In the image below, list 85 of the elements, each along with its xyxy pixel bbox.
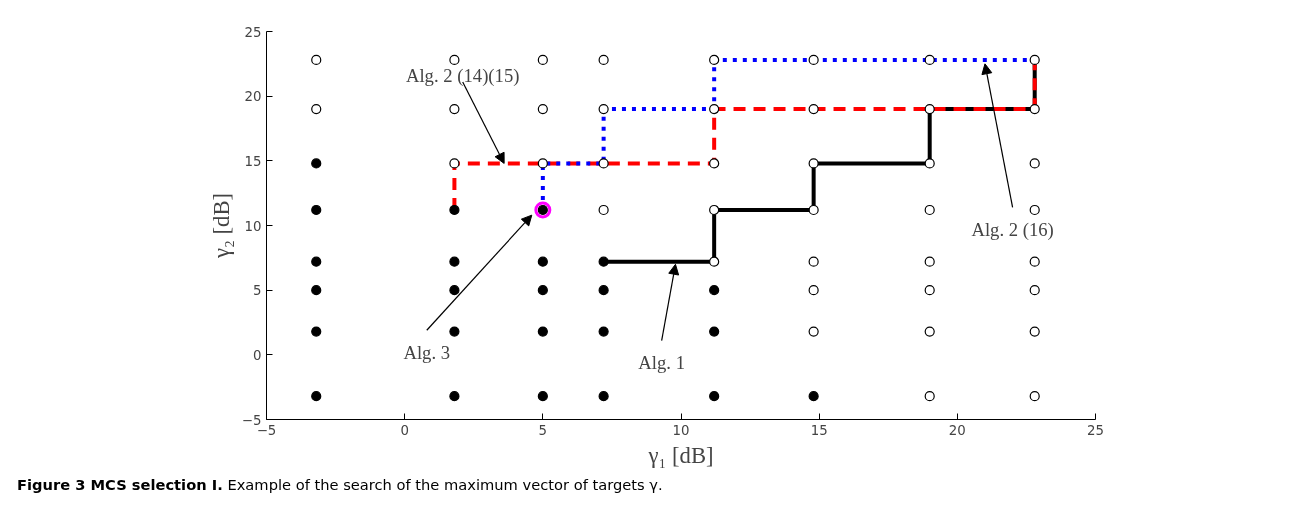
- point: [311, 326, 322, 337]
- text: Example of the search of the maximum vector of targets γ.: [227, 476, 663, 493]
- point: [449, 158, 460, 169]
- point: [598, 158, 609, 169]
- point: [1029, 204, 1040, 216]
- point: [537, 326, 548, 337]
- point: [808, 54, 819, 66]
- point: [924, 204, 935, 216]
- point: [1029, 285, 1040, 296]
- point: [709, 54, 720, 66]
- y-tick-label: 10: [244, 218, 262, 234]
- y-tick-label: 25: [244, 24, 262, 40]
- annotation: Alg. 2 (16): [971, 219, 1054, 242]
- point: [449, 204, 460, 216]
- point: [311, 391, 322, 402]
- point: [808, 391, 819, 402]
- y-tick-label: 15: [244, 153, 262, 169]
- point: [537, 285, 548, 296]
- point: [709, 104, 720, 115]
- x-tick-label: 25: [1087, 422, 1104, 438]
- y-tick-label: −5: [241, 412, 262, 428]
- x-tick-label: 10: [672, 422, 690, 438]
- point: [709, 204, 720, 216]
- point: [311, 104, 322, 115]
- point: [311, 256, 322, 267]
- point: [924, 104, 935, 115]
- caption: Figure 3 MCS selection I.: [17, 476, 223, 493]
- point: [598, 204, 609, 216]
- point: [537, 391, 548, 402]
- point: [808, 104, 819, 115]
- point: [808, 326, 819, 337]
- annotation: Alg. 3: [403, 341, 451, 363]
- point: [1029, 256, 1040, 267]
- x-tick-label: 5: [538, 422, 548, 438]
- point: [598, 326, 609, 337]
- point: [537, 54, 548, 66]
- point: [808, 256, 819, 267]
- point: [1029, 326, 1040, 337]
- point: [924, 285, 935, 296]
- point: [924, 54, 935, 66]
- point: [449, 326, 460, 337]
- y-axis-title: γ₂ [dB]: [208, 192, 234, 260]
- point: [1029, 104, 1040, 115]
- y-tick-label: 20: [244, 89, 262, 105]
- x-tick-label: 20: [948, 422, 966, 438]
- point: [449, 391, 460, 402]
- point: [449, 285, 460, 296]
- point: [1029, 391, 1040, 402]
- point: [598, 391, 609, 402]
- point: [311, 285, 322, 296]
- x-axis-title: γ₁ [dB]: [647, 442, 714, 468]
- point: [808, 285, 819, 296]
- point: [534, 201, 552, 219]
- point: [598, 285, 609, 296]
- point: [924, 326, 935, 337]
- point: [311, 158, 322, 169]
- point: [808, 204, 819, 216]
- point: [537, 104, 548, 115]
- point: [449, 54, 460, 66]
- point: [808, 158, 819, 169]
- point: [924, 158, 935, 169]
- point: [311, 204, 322, 216]
- point: [709, 256, 720, 267]
- y-tick-label: 5: [253, 283, 262, 299]
- point: [709, 158, 720, 169]
- point: [924, 256, 935, 267]
- point: [709, 326, 720, 337]
- point: [598, 104, 609, 115]
- x-tick-label: 15: [810, 422, 828, 438]
- point: [537, 158, 548, 169]
- point: [449, 256, 460, 267]
- point: [709, 285, 720, 296]
- point: [598, 256, 609, 267]
- point: [1029, 54, 1040, 66]
- point: [537, 256, 548, 267]
- point: [598, 54, 609, 66]
- y-tick-label: 0: [253, 347, 262, 363]
- point: [924, 391, 935, 402]
- x-tick-label: 0: [400, 422, 409, 438]
- point: [311, 54, 322, 66]
- point: [449, 104, 460, 115]
- annotation: Alg. 2 (14)(15): [405, 64, 520, 87]
- point: [709, 391, 720, 402]
- point: [1029, 158, 1040, 169]
- annotation: Alg. 1: [638, 352, 685, 374]
